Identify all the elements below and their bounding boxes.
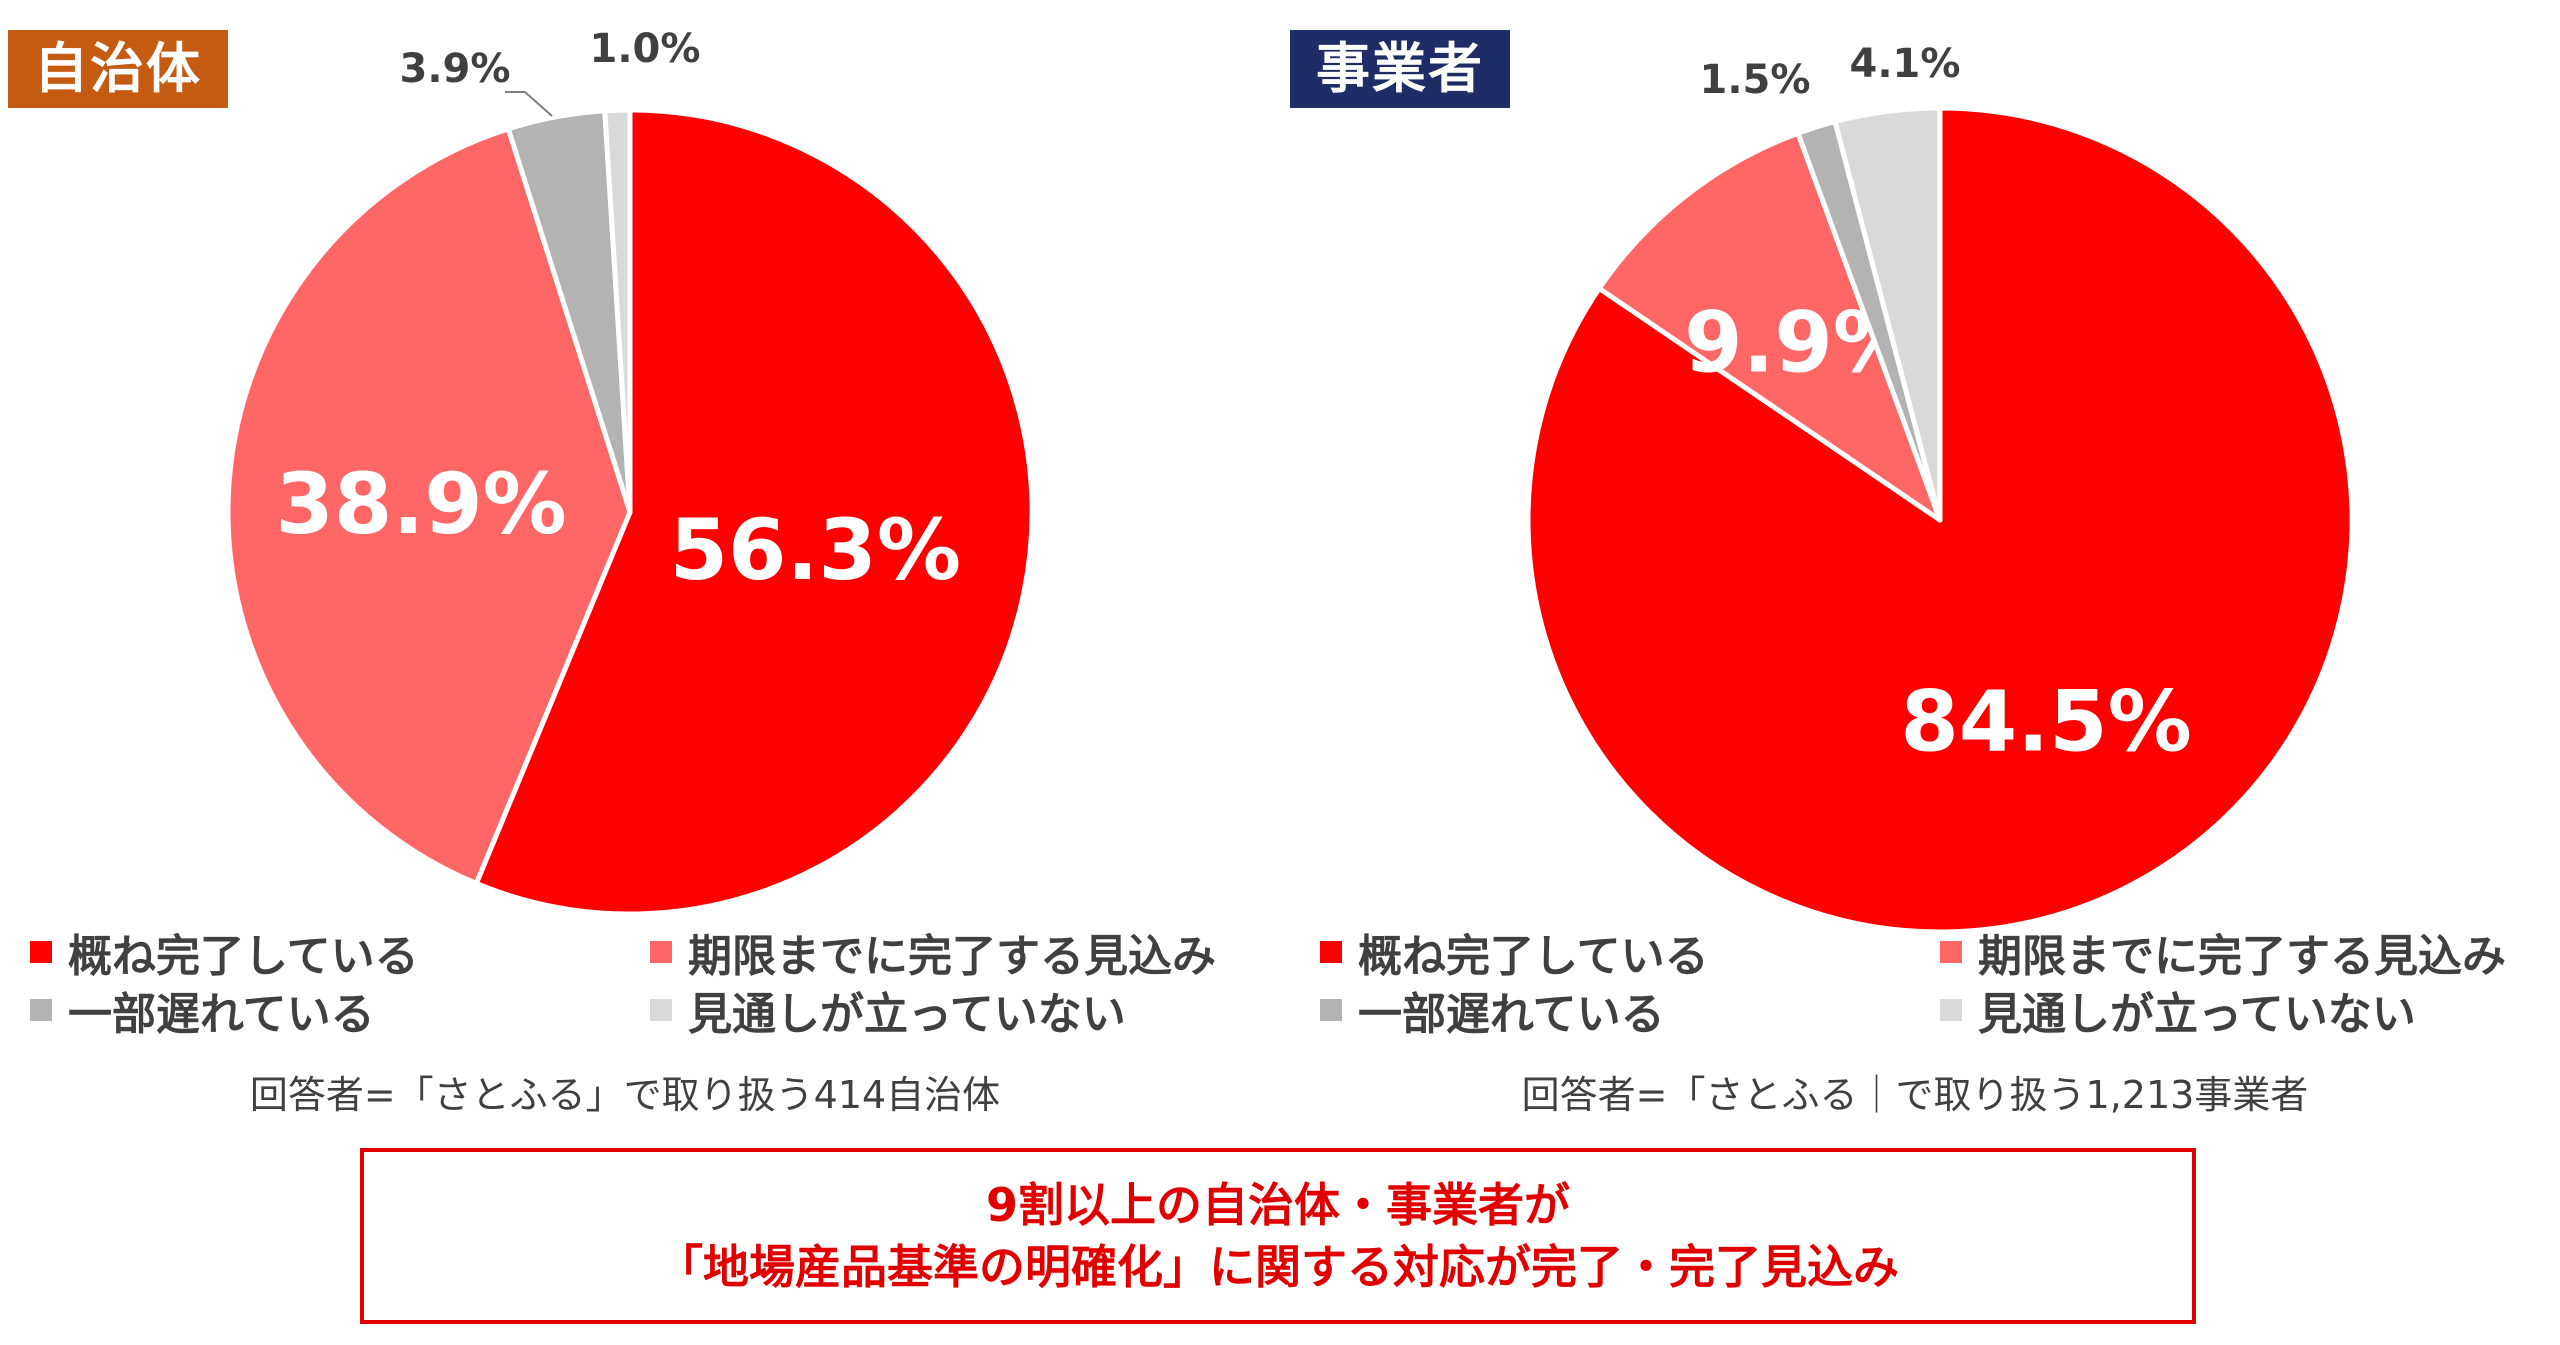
pie-chart: 84.5%9.9%1.5% 4.1% — [1525, 41, 2355, 935]
conclusion-line-2: 「地場産品基準の明確化」に関する対応が完了・完了見込み — [657, 1240, 1899, 1294]
legend-swatch — [1320, 999, 1342, 1021]
data-label: 1.5% — [1700, 57, 1811, 103]
pie-slice — [1596, 130, 1943, 523]
legend-item: 見通しが立っていない — [650, 978, 1126, 1042]
legend-item: 見通しが立っていない — [1940, 978, 2416, 1042]
legend-item: 概ね完了している — [1320, 920, 1709, 984]
leader-line — [505, 91, 553, 117]
chart-title-tag: 自治体 — [8, 30, 228, 108]
pie-slice — [1832, 105, 1943, 523]
data-label: 56.3% — [670, 501, 961, 599]
legend-label: 一部遅れている — [1358, 989, 1665, 1040]
legend-label: 期限までに完了する見込み — [688, 931, 1216, 982]
chart-panel-businesses: 事業者 84.5% 9.9% 1.5% 4.1% 概ね完了している 期限までに完了する見… — [1290, 0, 2560, 1130]
legend-label: 概ね完了している — [1358, 931, 1709, 982]
pie-slice — [473, 107, 1035, 917]
legend-label: 見通しが立っていない — [688, 989, 1126, 1040]
data-label: 38.9% — [275, 455, 566, 553]
respondent-note: 回答者=「さとふる｜で取り扱う1,213事業者 — [1521, 1073, 2309, 1117]
legend-swatch — [30, 941, 52, 963]
legend-swatch — [1320, 941, 1342, 963]
legend-item: 一部遅れている — [30, 978, 375, 1042]
legend-label: 一部遅れている — [68, 989, 375, 1040]
data-label: 84.5% — [1900, 672, 2191, 770]
legend-item: 一部遅れている — [1320, 978, 1665, 1042]
legend-label: 期限までに完了する見込み — [1978, 931, 2506, 982]
legend-swatch — [650, 999, 672, 1021]
legend-item: 期限までに完了する見込み — [1940, 920, 2506, 984]
chart-title-tag: 事業者 — [1290, 30, 1510, 108]
data-label: 1.0% — [590, 26, 701, 72]
pie-slice — [225, 126, 633, 886]
data-label: 3.9% — [400, 46, 511, 92]
legend-item: 期限までに完了する見込み — [650, 920, 1216, 984]
conclusion-line-1: 9割以上の自治体・事業者が — [985, 1178, 1570, 1232]
legend-swatch — [1940, 999, 1962, 1021]
legend-label: 概ね完了している — [68, 931, 419, 982]
legend-swatch — [30, 999, 52, 1021]
legend-label: 見通しが立っていない — [1978, 989, 2416, 1040]
data-label: 4.1% — [1850, 41, 1961, 87]
pie-chart: 56.3% 38.9% 3.9% 1.0% — [225, 26, 1035, 917]
legend-swatch — [650, 941, 672, 963]
respondent-note: 回答者=「さとふる」で取り扱う414自治体 — [249, 1073, 1001, 1117]
conclusion-box: 9割以上の自治体・事業者が 「地場産品基準の明確化」に関する対応が完了・完了見込… — [360, 1148, 2196, 1324]
legend-item: 概ね完了している — [30, 920, 419, 984]
legend-swatch — [1940, 941, 1962, 963]
chart-panel-municipalities: 自治体 56.3% 38.9% 3.9% 1.0% 概ね完了している 期限までに完了する… — [0, 0, 1280, 1130]
pie-slice — [602, 107, 633, 515]
